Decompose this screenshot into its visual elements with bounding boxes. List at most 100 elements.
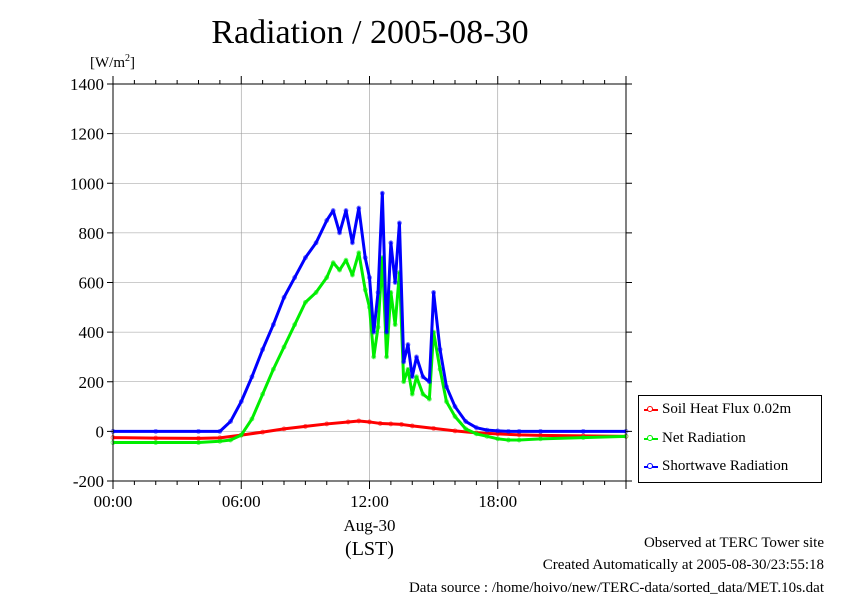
data-point	[516, 428, 522, 434]
data-point	[414, 354, 419, 360]
data-point	[228, 437, 233, 443]
series-line	[113, 251, 627, 445]
data-point	[337, 230, 342, 236]
data-point	[409, 374, 415, 380]
data-point	[538, 436, 543, 442]
data-point	[238, 399, 244, 405]
x-axis-date-label: Aug-30	[344, 516, 396, 535]
data-point	[302, 424, 308, 429]
data-point	[473, 425, 479, 431]
data-point	[452, 404, 458, 409]
data-point	[379, 190, 385, 196]
data-point	[409, 423, 415, 429]
data-point	[330, 208, 336, 213]
data-point	[356, 205, 362, 211]
data-point	[260, 391, 266, 397]
unit-close: ]	[130, 55, 135, 71]
x-tick-label: 00:00	[94, 492, 133, 511]
legend-marker-shortwave	[647, 463, 653, 469]
data-point	[473, 431, 479, 437]
data-point	[431, 290, 437, 295]
x-tick-label: 06:00	[222, 492, 261, 511]
data-point	[506, 428, 511, 434]
data-point	[484, 427, 490, 433]
data-point	[217, 428, 223, 434]
data-point	[375, 324, 381, 330]
data-point	[399, 422, 404, 427]
data-point	[343, 208, 349, 213]
y-tick-label: 1200	[70, 125, 104, 144]
x-axis-label: (LST)	[345, 538, 394, 560]
data-point	[281, 344, 287, 350]
data-point	[538, 428, 543, 434]
data-point	[324, 421, 330, 427]
data-point	[384, 329, 390, 335]
data-point	[260, 347, 266, 352]
data-point	[444, 384, 449, 390]
data-point	[337, 267, 342, 273]
legend: Soil Heat Flux 0.02m Net Radiation Short…	[638, 395, 822, 483]
data-point	[371, 329, 377, 335]
data-point	[281, 426, 287, 432]
legend-label-shortwave: Shortwave Radiation	[662, 458, 789, 474]
data-point	[324, 218, 330, 223]
footer-site: Observed at TERC Tower site	[643, 535, 824, 551]
footer-created: Created Automatically at 2005-08-30/23:5…	[542, 557, 824, 573]
data-point	[367, 419, 372, 425]
data-point	[506, 437, 511, 443]
x-tick-label: 18:00	[478, 492, 517, 511]
data-point	[356, 418, 362, 424]
y-tick-label: -200	[73, 472, 104, 491]
data-point	[426, 379, 432, 385]
data-point	[260, 429, 266, 435]
data-point	[580, 435, 586, 440]
data-point	[384, 354, 390, 360]
data-point	[463, 426, 469, 432]
data-point	[356, 250, 362, 256]
data-point	[388, 421, 394, 427]
data-point	[409, 391, 415, 397]
data-point	[420, 374, 426, 380]
x-tick-label: 12:00	[350, 492, 389, 511]
data-point	[437, 347, 443, 352]
data-point	[405, 342, 411, 347]
y-tick-label: 800	[79, 224, 105, 243]
data-point	[401, 359, 407, 365]
data-point	[484, 433, 490, 439]
data-point	[444, 399, 449, 405]
data-point	[302, 299, 308, 305]
data-point	[302, 255, 308, 261]
y-tick-label: 600	[79, 274, 105, 293]
y-tick-label: 200	[79, 373, 105, 392]
footer-source: Data source : /home/hoivo/new/TERC-data/…	[408, 580, 824, 596]
data-point	[324, 275, 330, 280]
data-point	[196, 440, 201, 445]
data-point	[330, 260, 336, 266]
data-point	[495, 428, 501, 434]
series-line	[113, 191, 626, 433]
data-point	[371, 354, 377, 360]
data-point	[516, 437, 522, 443]
data-point	[401, 379, 407, 385]
data-point	[420, 391, 426, 397]
data-point	[292, 275, 298, 280]
legend-marker-net	[647, 435, 653, 441]
data-point	[431, 425, 437, 431]
legend-label-net: Net Radiation	[662, 430, 746, 446]
y-tick-label: 0	[96, 422, 105, 441]
y-tick-label: 1000	[70, 174, 104, 193]
legend-item-shortwave-radiation: Shortwave Radiation	[639, 457, 823, 477]
data-point	[343, 257, 349, 263]
legend-marker-soil	[647, 406, 653, 412]
data-point	[228, 419, 233, 424]
data-point	[345, 419, 351, 425]
data-point	[463, 419, 469, 424]
unit-text: [W/m	[90, 55, 125, 71]
data-point	[238, 432, 244, 438]
data-point	[249, 374, 255, 380]
chart-title: Radiation / 2005-08-30	[211, 14, 529, 51]
data-point	[196, 428, 201, 434]
data-point	[362, 255, 368, 261]
data-point	[388, 240, 394, 246]
